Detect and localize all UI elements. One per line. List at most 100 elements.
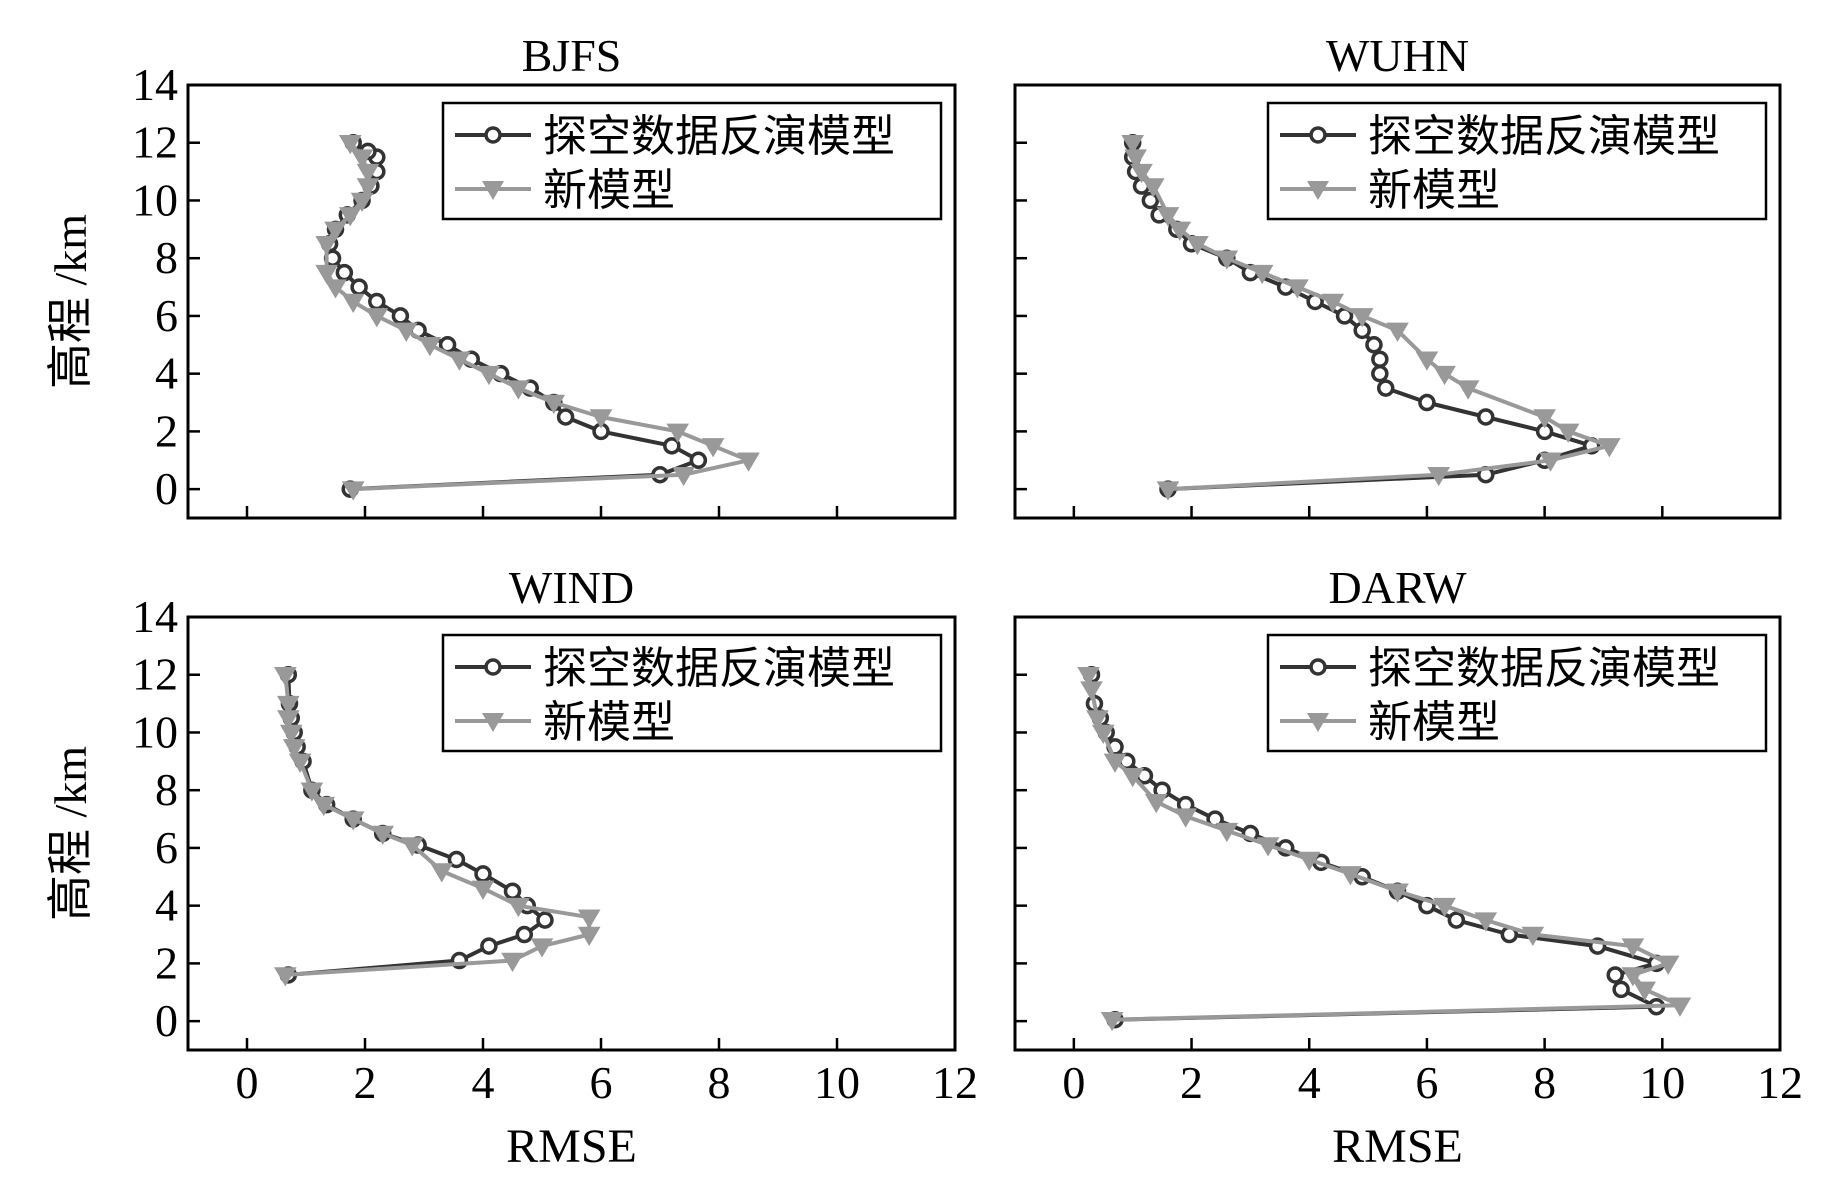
legend-box (441, 101, 943, 221)
x-tick-label: 12 (1757, 1057, 1803, 1108)
panel-wind: WIND 0 2 4 6 8 10 12 14 0 2 4 6 8 10 12 高程 /km RMSE 探空数据反演… (45, 562, 978, 1173)
series-line-2 (1086, 674, 1682, 1022)
data-point-circle (663, 437, 681, 455)
data-point-triangle (356, 163, 380, 184)
data-point-triangle (1350, 308, 1374, 328)
data-point-triangle (1121, 768, 1145, 788)
data-point-circle (1371, 350, 1389, 368)
x-tick-label: 6 (1415, 1057, 1438, 1108)
data-point-triangle (1621, 938, 1645, 958)
data-point-triangle (430, 863, 454, 883)
data-point-circle (1376, 379, 1395, 397)
data-point-triangle (1168, 221, 1192, 241)
x-tick-label: 0 (1062, 1057, 1085, 1108)
data-point-triangle (1427, 466, 1451, 487)
panel-title: WIND (509, 562, 634, 613)
data-point-triangle (371, 825, 395, 845)
data-point-triangle (350, 192, 374, 212)
y-tick-label: 6 (155, 290, 178, 341)
data-point-triangle (1156, 207, 1180, 227)
y-tick-label: 4 (155, 880, 178, 931)
data-point-triangle (1297, 851, 1321, 871)
data-point-triangle (1215, 822, 1239, 843)
data-point-triangle (1456, 380, 1480, 400)
series-line-2 (1130, 142, 1612, 492)
data-point-triangle (1086, 710, 1109, 730)
data-point-circle (391, 307, 410, 325)
data-point-circle (474, 865, 492, 883)
legend-label-1: 探空数据反演模型 (543, 644, 895, 693)
data-point-triangle (350, 149, 374, 169)
data-point-circle (503, 882, 522, 900)
legend-marker-circle (1309, 126, 1327, 144)
legend-marker-triangle (1307, 181, 1329, 200)
data-point-triangle (315, 236, 338, 256)
panel-title: BJFS (522, 30, 622, 81)
data-point-triangle (507, 380, 530, 400)
legend-marker-triangle (482, 713, 504, 732)
y-tick-label: 0 (155, 995, 178, 1046)
plot-frame (1013, 83, 1782, 520)
y-tick-label: 6 (155, 822, 178, 873)
legend-label-2: 新模型 (543, 698, 675, 747)
x-axis-label: RMSE (1332, 1120, 1463, 1173)
legend-label-1: 探空数据反演模型 (1368, 644, 1720, 693)
data-point-triangle (589, 409, 613, 429)
legend-box (441, 633, 943, 753)
data-point-triangle (288, 753, 312, 773)
data-point-triangle (341, 811, 365, 831)
data-point-triangle (1386, 322, 1409, 342)
data-point-triangle (1386, 883, 1409, 903)
data-point-triangle (312, 796, 336, 817)
data-point-triangle (448, 351, 471, 371)
data-point-triangle (1474, 912, 1498, 932)
y-axis-label: 高程 /km (45, 746, 96, 921)
data-point-triangle (282, 739, 306, 759)
data-point-triangle (1080, 681, 1103, 701)
data-point-triangle (1215, 250, 1239, 270)
y-tick-label: 2 (155, 937, 178, 988)
data-point-triangle (471, 880, 495, 900)
x-tick-label: 10 (814, 1057, 860, 1108)
legend-label-2: 新模型 (1368, 698, 1500, 747)
data-point-triangle (1186, 236, 1209, 256)
data-point-triangle (324, 279, 347, 299)
data-point-triangle (1598, 438, 1621, 458)
data-point-triangle (300, 782, 324, 802)
data-point-circle (1365, 336, 1383, 354)
data-point-circle (1141, 191, 1160, 210)
data-point-circle (480, 937, 498, 955)
y-tick-label: 12 (132, 649, 178, 700)
y-tick-label: 0 (155, 463, 178, 514)
data-point-triangle (1433, 365, 1456, 386)
panel-title: WUHN (1326, 30, 1469, 81)
panel-title: DARW (1329, 562, 1468, 613)
data-point-triangle (274, 666, 297, 687)
data-point-triangle (1091, 724, 1115, 744)
data-point-circle (368, 292, 386, 311)
data-point-triangle (1141, 178, 1165, 198)
data-point-circle (1418, 393, 1436, 412)
data-point-circle (515, 925, 534, 944)
data-point-triangle (1656, 955, 1680, 975)
legend-box (1266, 101, 1768, 221)
data-point-circle (335, 263, 354, 282)
y-tick-label: 10 (132, 706, 178, 757)
data-point-triangle (666, 423, 690, 443)
data-point-triangle (279, 724, 303, 744)
data-point-triangle (1433, 897, 1456, 918)
legend-label-1: 探空数据反演模型 (543, 112, 895, 161)
data-point-triangle (501, 952, 524, 972)
legend-marker-triangle (1307, 713, 1329, 732)
data-point-triangle (315, 264, 338, 285)
x-tick-label: 2 (354, 1057, 377, 1108)
plot-frame (186, 83, 957, 520)
x-tick-label: 8 (1533, 1057, 1556, 1108)
data-point-triangle (1103, 753, 1127, 773)
data-point-triangle (1250, 264, 1274, 285)
y-tick-label: 8 (155, 232, 178, 283)
